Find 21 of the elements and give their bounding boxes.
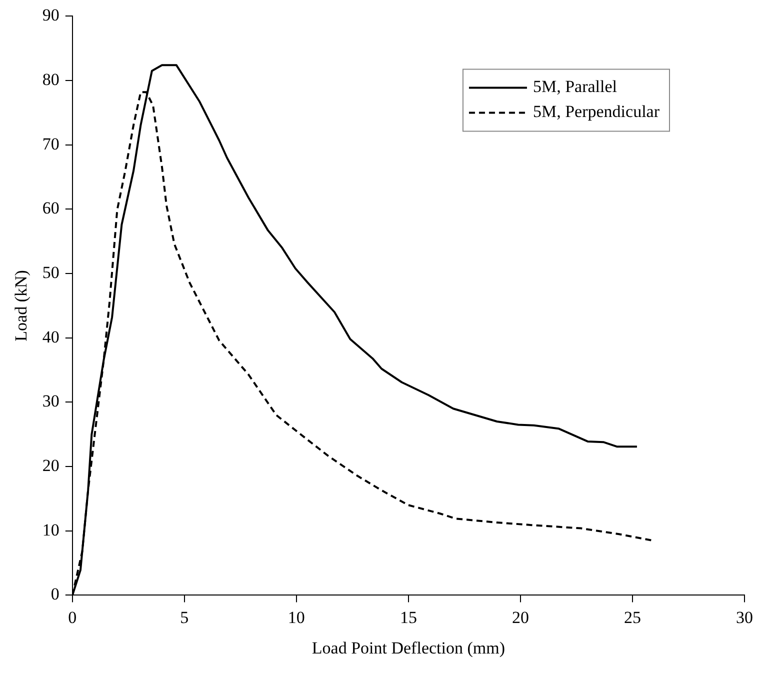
x-tick-label: 30 bbox=[736, 608, 753, 627]
legend-label: 5M, Parallel bbox=[532, 77, 618, 96]
x-tick-label: 0 bbox=[68, 608, 77, 627]
y-axis-title: Load (kN) bbox=[12, 270, 31, 342]
y-tick-label: 50 bbox=[42, 263, 60, 282]
x-tick-label: 10 bbox=[288, 608, 305, 627]
y-tick-label: 60 bbox=[42, 198, 60, 218]
y-tick-label: 40 bbox=[42, 327, 60, 346]
y-tick-label: 90 bbox=[42, 6, 60, 25]
y-tick-label: 70 bbox=[42, 134, 60, 154]
x-axis-title: Load Point Deflection (mm) bbox=[312, 638, 505, 658]
x-tick-label: 15 bbox=[400, 608, 417, 627]
x-tick-label: 5 bbox=[180, 608, 189, 627]
legend-label: 5M, Perpendicular bbox=[532, 102, 660, 122]
x-tick-label: 20 bbox=[512, 608, 529, 627]
x-tick-label: 25 bbox=[624, 608, 641, 627]
y-tick-label: 30 bbox=[42, 392, 60, 411]
y-tick-label: 20 bbox=[42, 456, 60, 475]
y-tick-label: 10 bbox=[42, 520, 60, 540]
y-tick-label: 80 bbox=[42, 70, 60, 89]
y-tick-label: 0 bbox=[50, 584, 60, 604]
